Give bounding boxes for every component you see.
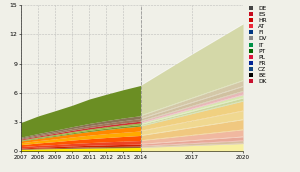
Legend: DE, ES, HR, AT, FI, DV, IT, PT, PL, FR, CZ, BE, DK: DE, ES, HR, AT, FI, DV, IT, PT, PL, FR, … <box>248 5 267 85</box>
